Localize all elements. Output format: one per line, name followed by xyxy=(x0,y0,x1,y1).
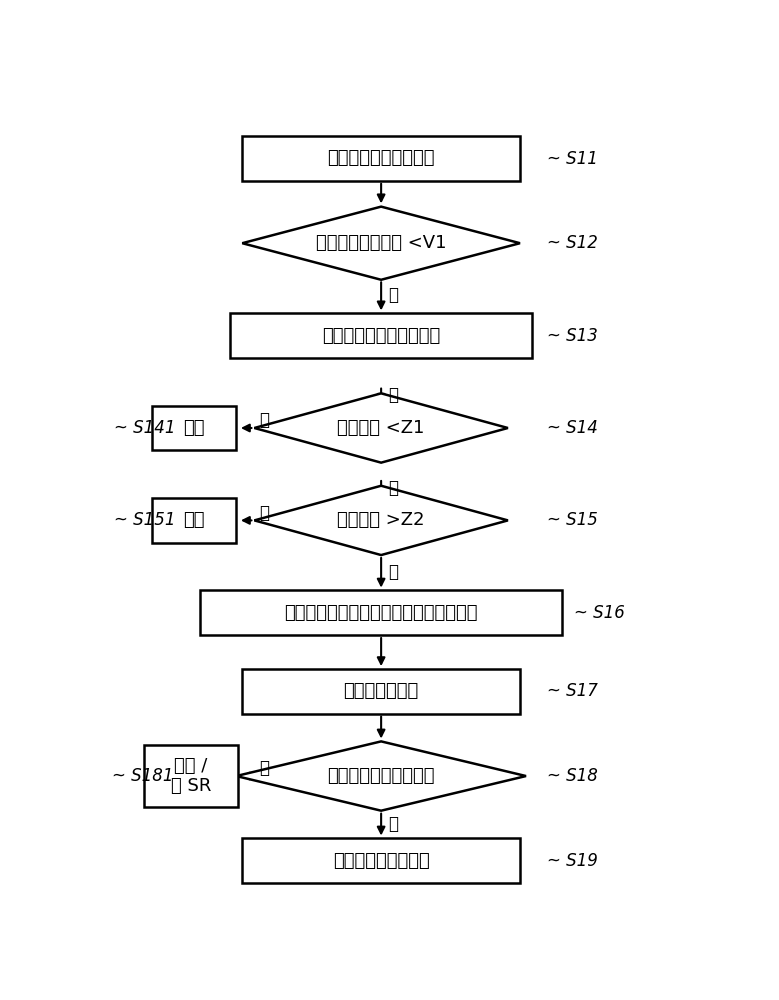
Text: ~ S18: ~ S18 xyxy=(547,767,598,785)
Bar xyxy=(242,669,520,714)
Text: ~ S151: ~ S151 xyxy=(115,511,176,529)
Text: 是: 是 xyxy=(389,286,398,304)
Text: 低频阻抗 >Z2: 低频阻抗 >Z2 xyxy=(337,511,425,529)
Text: ~ S17: ~ S17 xyxy=(547,682,598,700)
Polygon shape xyxy=(254,393,508,463)
Polygon shape xyxy=(242,207,520,280)
Text: 低频率阻抗是否减少？: 低频率阻抗是否减少？ xyxy=(327,767,435,785)
Text: 否: 否 xyxy=(259,504,270,522)
Text: ~ S181: ~ S181 xyxy=(112,767,174,785)
Text: 测量燃料电池堆的电压: 测量燃料电池堆的电压 xyxy=(327,149,435,167)
Bar xyxy=(152,406,236,450)
Text: 是: 是 xyxy=(389,479,398,497)
Text: 浸水 /
低 SR: 浸水 / 低 SR xyxy=(171,757,211,795)
Polygon shape xyxy=(254,486,508,555)
Text: 是: 是 xyxy=(259,759,270,777)
Polygon shape xyxy=(236,741,526,811)
Text: 燃料电池堆的电压 <V1: 燃料电池堆的电压 <V1 xyxy=(315,234,446,252)
Text: 干燥: 干燥 xyxy=(183,419,205,437)
Text: ~ S15: ~ S15 xyxy=(547,511,598,529)
Text: 是: 是 xyxy=(389,386,398,404)
Bar xyxy=(242,136,520,181)
Text: 测量低频率阻抗: 测量低频率阻抗 xyxy=(344,682,419,700)
Text: ~ S12: ~ S12 xyxy=(547,234,598,252)
Text: ~ S14: ~ S14 xyxy=(547,419,598,437)
Text: 高频阻抗 <Z1: 高频阻抗 <Z1 xyxy=(337,419,425,437)
Text: 确定燃料电池堆沿污: 确定燃料电池堆沿污 xyxy=(333,852,429,870)
Text: ~ S16: ~ S16 xyxy=(574,604,626,622)
Bar xyxy=(242,838,520,883)
Text: 是: 是 xyxy=(389,563,398,581)
Bar xyxy=(230,313,532,358)
Text: 正常: 正常 xyxy=(183,511,205,529)
Text: ~ S19: ~ S19 xyxy=(547,852,598,870)
Text: ~ S13: ~ S13 xyxy=(547,327,598,345)
Text: 否: 否 xyxy=(389,815,398,833)
Bar xyxy=(200,590,562,635)
Text: 测量高频阻抗和低频阻抗: 测量高频阻抗和低频阻抗 xyxy=(322,327,440,345)
Text: ~ S11: ~ S11 xyxy=(547,149,598,167)
Bar xyxy=(152,498,236,543)
Text: 否: 否 xyxy=(259,411,270,429)
Text: ~ S141: ~ S141 xyxy=(115,419,176,437)
Text: 排放氢、循环氢、以及增加空气流动速率: 排放氢、循环氢、以及增加空气流动速率 xyxy=(284,604,478,622)
Bar xyxy=(144,745,238,807)
